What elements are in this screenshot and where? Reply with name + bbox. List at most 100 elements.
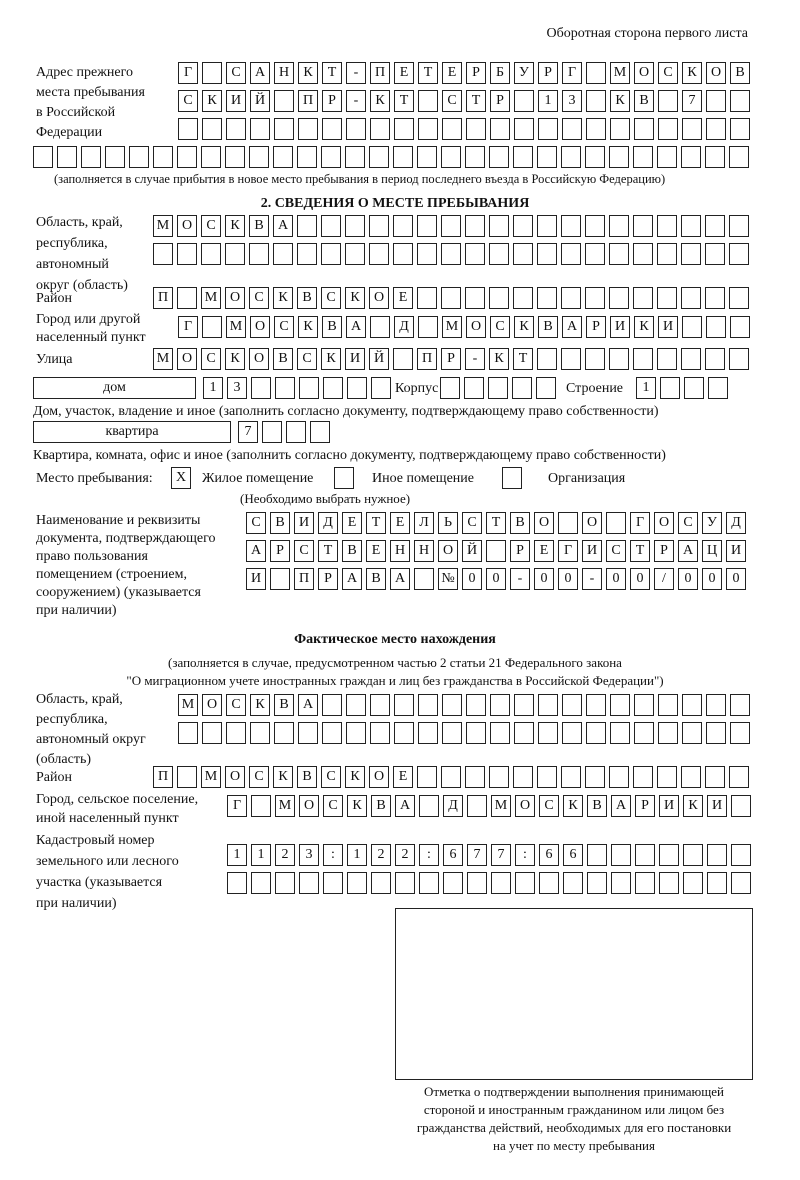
char-cell[interactable] xyxy=(393,215,413,237)
cadastre-row-2[interactable] xyxy=(227,872,751,894)
prev-address-row-3[interactable] xyxy=(178,118,750,140)
char-cell[interactable]: Т xyxy=(513,348,533,370)
char-cell[interactable]: - xyxy=(346,90,366,112)
char-cell[interactable] xyxy=(178,118,198,140)
char-cell[interactable] xyxy=(705,766,725,788)
char-cell[interactable] xyxy=(177,243,197,265)
char-cell[interactable]: 3 xyxy=(299,844,319,866)
char-cell[interactable]: Р xyxy=(586,316,606,338)
char-cell[interactable] xyxy=(251,872,271,894)
char-cell[interactable]: О xyxy=(177,348,197,370)
char-cell[interactable]: Р xyxy=(270,540,290,562)
char-cell[interactable] xyxy=(730,694,750,716)
char-cell[interactable]: П xyxy=(370,62,390,84)
char-cell[interactable] xyxy=(226,722,246,744)
char-cell[interactable]: 6 xyxy=(563,844,583,866)
char-cell[interactable] xyxy=(586,118,606,140)
char-cell[interactable] xyxy=(586,722,606,744)
region-row-2[interactable] xyxy=(153,243,749,265)
char-cell[interactable] xyxy=(538,694,558,716)
char-cell[interactable]: В xyxy=(366,568,386,590)
char-cell[interactable] xyxy=(536,377,556,399)
char-cell[interactable] xyxy=(537,348,557,370)
char-cell[interactable] xyxy=(394,722,414,744)
char-cell[interactable]: : xyxy=(323,844,343,866)
char-cell[interactable] xyxy=(729,215,749,237)
char-cell[interactable] xyxy=(657,348,677,370)
char-cell[interactable]: У xyxy=(702,512,722,534)
char-cell[interactable]: Г xyxy=(178,62,198,84)
char-cell[interactable] xyxy=(537,215,557,237)
char-cell[interactable]: П xyxy=(417,348,437,370)
char-cell[interactable] xyxy=(681,243,701,265)
char-cell[interactable]: Л xyxy=(414,512,434,534)
char-cell[interactable]: 0 xyxy=(486,568,506,590)
char-cell[interactable]: С xyxy=(178,90,198,112)
char-cell[interactable]: Т xyxy=(394,90,414,112)
char-cell[interactable] xyxy=(202,722,222,744)
char-cell[interactable] xyxy=(657,287,677,309)
char-cell[interactable] xyxy=(466,694,486,716)
char-cell[interactable] xyxy=(659,844,679,866)
char-cell[interactable] xyxy=(634,694,654,716)
char-cell[interactable]: Р xyxy=(538,62,558,84)
char-cell[interactable] xyxy=(346,694,366,716)
char-cell[interactable] xyxy=(609,766,629,788)
char-cell[interactable]: С xyxy=(462,512,482,534)
char-cell[interactable] xyxy=(371,377,391,399)
char-cell[interactable]: 7 xyxy=(238,421,258,443)
char-cell[interactable]: К xyxy=(273,766,293,788)
char-cell[interactable] xyxy=(270,568,290,590)
char-cell[interactable] xyxy=(370,316,390,338)
char-cell[interactable]: К xyxy=(514,316,534,338)
char-cell[interactable]: А xyxy=(395,795,415,817)
char-cell[interactable] xyxy=(706,694,726,716)
char-cell[interactable] xyxy=(611,844,631,866)
char-cell[interactable] xyxy=(707,872,727,894)
char-cell[interactable] xyxy=(657,766,677,788)
char-cell[interactable] xyxy=(251,377,271,399)
char-cell[interactable]: П xyxy=(153,287,173,309)
char-cell[interactable] xyxy=(731,872,751,894)
char-cell[interactable] xyxy=(81,146,101,168)
char-cell[interactable]: Е xyxy=(534,540,554,562)
char-cell[interactable]: О xyxy=(438,540,458,562)
char-cell[interactable] xyxy=(586,694,606,716)
char-cell[interactable]: М xyxy=(201,766,221,788)
char-cell[interactable]: К xyxy=(273,287,293,309)
char-cell[interactable]: В xyxy=(322,316,342,338)
char-cell[interactable] xyxy=(370,722,390,744)
char-cell[interactable]: И xyxy=(658,316,678,338)
char-cell[interactable]: 3 xyxy=(562,90,582,112)
char-cell[interactable]: А xyxy=(298,694,318,716)
char-cell[interactable] xyxy=(683,844,703,866)
char-cell[interactable]: С xyxy=(201,215,221,237)
char-cell[interactable]: А xyxy=(273,215,293,237)
char-cell[interactable] xyxy=(682,694,702,716)
char-cell[interactable]: Е xyxy=(393,766,413,788)
char-cell[interactable] xyxy=(418,694,438,716)
char-cell[interactable] xyxy=(418,118,438,140)
char-cell[interactable] xyxy=(299,872,319,894)
char-cell[interactable]: М xyxy=(226,316,246,338)
char-cell[interactable] xyxy=(731,844,751,866)
char-cell[interactable] xyxy=(322,722,342,744)
char-cell[interactable] xyxy=(466,722,486,744)
char-cell[interactable]: Е xyxy=(394,62,414,84)
actual-region-row-2[interactable] xyxy=(178,722,750,744)
char-cell[interactable] xyxy=(417,215,437,237)
char-cell[interactable] xyxy=(286,421,306,443)
char-cell[interactable]: 0 xyxy=(630,568,650,590)
char-cell[interactable] xyxy=(585,146,605,168)
char-cell[interactable] xyxy=(274,90,294,112)
char-cell[interactable] xyxy=(297,243,317,265)
char-cell[interactable] xyxy=(682,316,702,338)
char-cell[interactable]: Р xyxy=(318,568,338,590)
char-cell[interactable] xyxy=(537,287,557,309)
char-cell[interactable] xyxy=(321,146,341,168)
char-cell[interactable] xyxy=(635,844,655,866)
char-cell[interactable]: Р xyxy=(322,90,342,112)
char-cell[interactable]: К xyxy=(202,90,222,112)
char-cell[interactable] xyxy=(57,146,77,168)
